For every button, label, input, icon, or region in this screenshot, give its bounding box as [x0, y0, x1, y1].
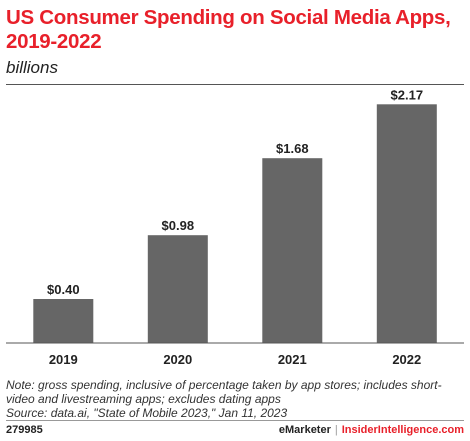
- x-axis-labels: 2019 2020 2021 2022: [49, 352, 421, 367]
- x-tick-label-2020: 2020: [163, 352, 192, 367]
- chart-subtitle: billions: [6, 58, 58, 77]
- brand-separator: |: [334, 424, 338, 436]
- footer-brand: eMarketer | InsiderIntelligence.com: [279, 424, 464, 436]
- x-tick-label-2021: 2021: [278, 352, 307, 367]
- value-label-2020: $0.98: [162, 218, 195, 233]
- note-text: Note: gross spending, inclusive of perce…: [6, 378, 442, 406]
- source-text: Source: data.ai, "State of Mobile 2023,"…: [6, 406, 288, 420]
- notes-block: Note: gross spending, inclusive of perce…: [6, 378, 468, 420]
- chart-title: US Consumer Spending on Social Media App…: [6, 6, 451, 53]
- bars-group: $0.40 $0.98 $1.68 $2.17: [33, 87, 437, 343]
- bar-2020: [147, 235, 208, 343]
- footer-divider: [6, 420, 464, 421]
- value-label-2019: $0.40: [47, 282, 80, 297]
- top-divider: [6, 84, 464, 85]
- chart-id: 279985: [6, 424, 43, 436]
- bar-2019: [33, 299, 94, 343]
- brand-insider-intelligence[interactable]: InsiderIntelligence.com: [341, 424, 464, 436]
- bar-2022: [376, 104, 437, 343]
- x-tick-label-2019: 2019: [49, 352, 78, 367]
- brand-emarketer: eMarketer: [278, 424, 331, 436]
- value-label-2021: $1.68: [276, 141, 309, 156]
- value-label-2022: $2.17: [391, 87, 424, 102]
- bar-2021: [262, 158, 323, 343]
- x-tick-label-2022: 2022: [392, 352, 421, 367]
